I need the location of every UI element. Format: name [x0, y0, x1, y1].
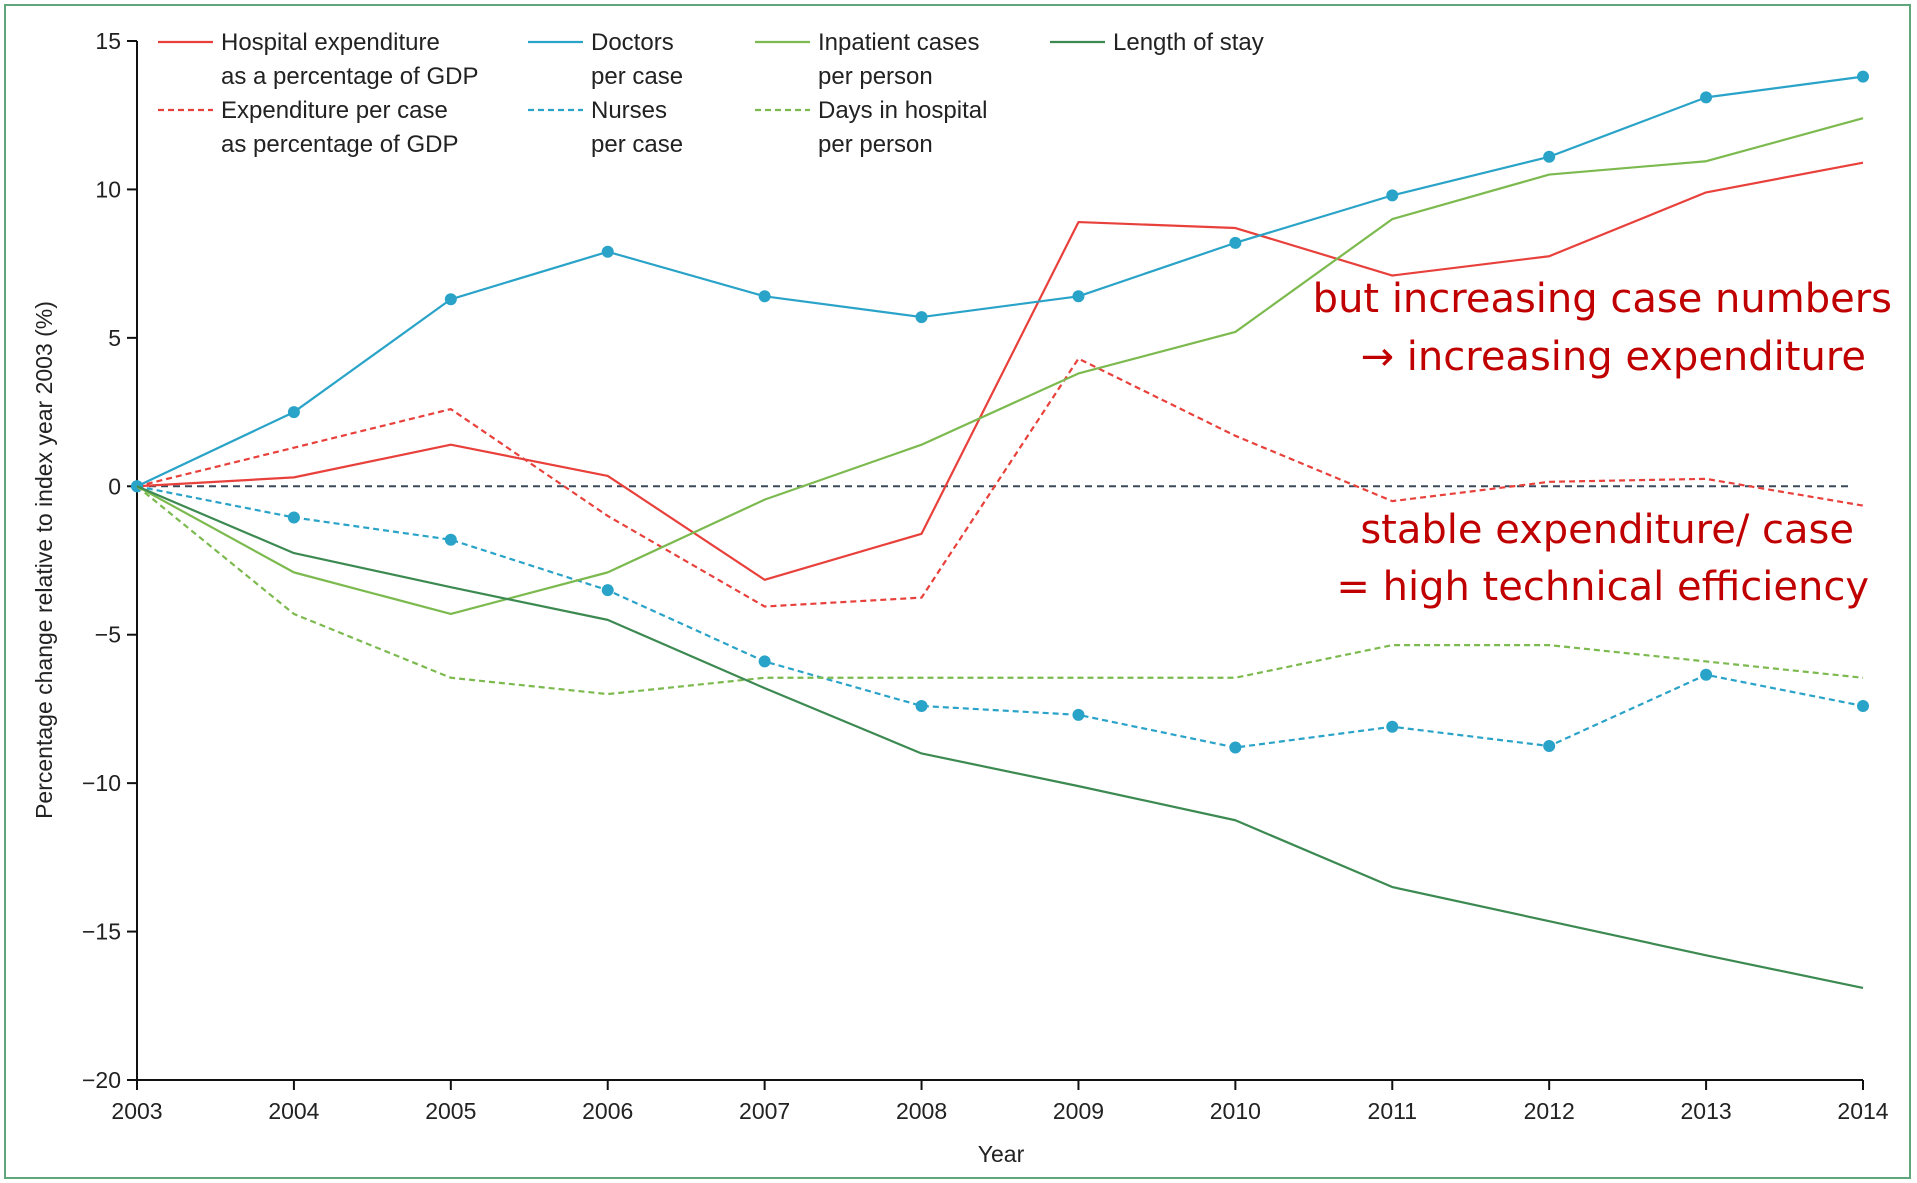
x-tick-label: 2008: [896, 1098, 947, 1124]
data-point: [1543, 740, 1556, 753]
y-tick-label: −20: [82, 1067, 121, 1093]
x-tick-label: 2011: [1368, 1098, 1417, 1124]
series-1: [136, 357, 1864, 608]
series-0: [136, 161, 1864, 581]
data-point: [1700, 91, 1713, 104]
series-5: [136, 485, 1864, 696]
series-line: [136, 485, 1864, 990]
data-point: [1072, 290, 1085, 303]
legend: Hospital expenditure as a percentage of G…: [158, 29, 1264, 158]
legend-item-4: Inpatient cases per person: [755, 29, 979, 90]
data-point: [915, 311, 928, 324]
series-line: [136, 161, 1864, 581]
series-line: [136, 117, 1864, 616]
data-point: [758, 655, 771, 668]
legend-label: Days in hospital: [818, 97, 987, 124]
data-point: [1543, 150, 1556, 163]
series-line: [136, 357, 1864, 608]
legend-item-0: Hospital expenditure as a percentage of G…: [158, 29, 478, 90]
x-tick-label: 2009: [1053, 1098, 1104, 1124]
annotation-stable-line2: = high technical efficiency: [1336, 564, 1869, 610]
series-line: [136, 75, 1864, 488]
data-point: [444, 293, 457, 306]
legend-label: Inpatient cases: [818, 29, 979, 56]
legend-item-2: Doctors per case: [528, 29, 683, 90]
data-point: [444, 533, 457, 546]
data-point: [1857, 699, 1869, 712]
legend-item-3: Nurses per case: [528, 97, 683, 158]
legend-label: per person: [818, 63, 933, 90]
annotation-increasing-line1: but increasing case numbers: [1313, 276, 1892, 322]
data-point: [1700, 668, 1713, 681]
legend-label: Doctors: [591, 29, 674, 56]
data-point: [287, 511, 300, 524]
x-tick-label: 2010: [1210, 1098, 1261, 1124]
annotation-increasing-line2: → increasing expenditure: [1361, 334, 1866, 380]
x-tick-label: 2012: [1524, 1098, 1575, 1124]
y-tick-label: 10: [95, 176, 121, 202]
series-line: [136, 485, 1864, 696]
x-tick-label: 2007: [739, 1098, 790, 1124]
legend-label: per case: [591, 131, 683, 158]
series-layer: [131, 70, 1869, 990]
data-point: [601, 584, 614, 597]
x-tick-label: 2005: [425, 1098, 476, 1124]
y-tick-label: −10: [82, 770, 121, 796]
figure-border: [4, 4, 1911, 1179]
data-point: [915, 699, 928, 712]
data-point: [758, 290, 771, 303]
annotation-stable-line1: stable expenditure/ case: [1360, 507, 1854, 553]
legend-label: Hospital expenditure: [221, 29, 440, 56]
legend-label: per case: [591, 63, 683, 90]
legend-label: as a percentage of GDP: [221, 63, 478, 90]
data-point: [1072, 708, 1085, 721]
data-point: [287, 406, 300, 419]
legend-item-5: Days in hospital per person: [755, 97, 987, 158]
y-tick-label: 15: [95, 28, 121, 54]
y-tick-label: 0: [108, 473, 121, 499]
series-line: [136, 485, 1864, 749]
x-tick-label: 2004: [268, 1098, 319, 1124]
legend-label: Length of stay: [1113, 29, 1264, 56]
legend-label: as percentage of GDP: [221, 131, 458, 158]
data-point: [1229, 741, 1242, 754]
x-tick-label: 2014: [1837, 1098, 1888, 1124]
x-axis-title: Year: [978, 1141, 1025, 1167]
y-tick-label: 5: [108, 325, 121, 351]
legend-item-6: Length of stay: [1050, 29, 1264, 56]
axes: 15 10 5 0 −5 −10 −15 −20 2003 2004 2005 2006 2007 200…: [82, 28, 1889, 1124]
y-tick-label: −15: [82, 919, 121, 945]
legend-label: Expenditure per case: [221, 97, 448, 124]
data-point: [1386, 189, 1399, 202]
data-point: [1857, 70, 1869, 83]
data-point: [601, 245, 614, 258]
series-6: [136, 485, 1864, 990]
legend-label: per person: [818, 131, 933, 158]
y-tick-label: −5: [95, 622, 121, 648]
y-axis-title: Percentage change relative to index year…: [31, 301, 57, 819]
x-tick-label: 2013: [1681, 1098, 1732, 1124]
series-4: [136, 117, 1864, 616]
x-tick-label: 2006: [582, 1098, 633, 1124]
legend-label: Nurses: [591, 97, 667, 124]
legend-item-1: Expenditure per case as percentage of GDP: [158, 97, 458, 158]
data-point: [1386, 720, 1399, 733]
data-point: [1229, 236, 1242, 249]
x-tick-label: 2003: [111, 1098, 162, 1124]
